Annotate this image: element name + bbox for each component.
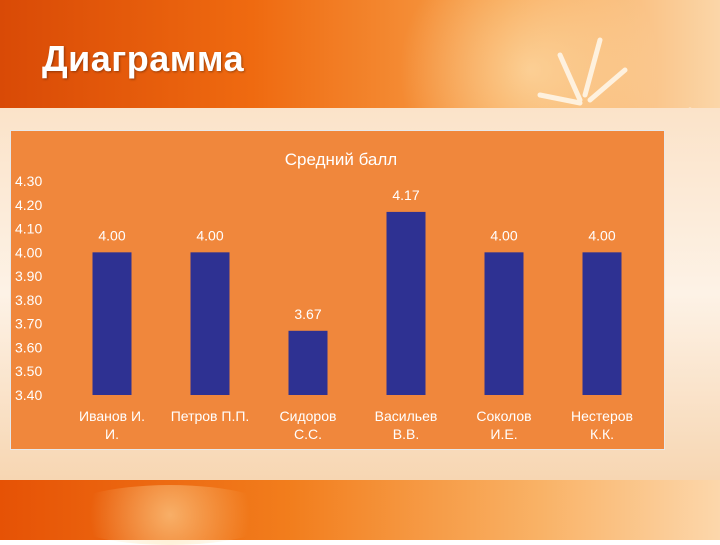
- y-tick-label: 3.40: [15, 387, 42, 403]
- data-label: 4.00: [490, 227, 517, 243]
- y-tick-label: 4.10: [15, 221, 42, 237]
- bar: [582, 252, 622, 395]
- bar: [484, 252, 524, 395]
- x-tick-label: Нестеров: [571, 408, 633, 424]
- data-label: 4.00: [588, 227, 615, 243]
- y-tick-label: 4.30: [15, 173, 42, 189]
- chart-title: Средний балл: [285, 150, 397, 169]
- x-tick-label: Васильев: [375, 408, 438, 424]
- y-tick-label: 3.60: [15, 339, 42, 355]
- y-tick-label: 4.00: [15, 244, 42, 260]
- x-tick-label: И.: [105, 426, 119, 442]
- x-tick-label: Сидоров: [280, 408, 337, 424]
- slide-title: Диаграмма: [42, 38, 245, 79]
- bars: [92, 211, 622, 395]
- bar-chart: Средний балл 4.30 4.20 4.10 4.00 3.90 3.80 3.7…: [15, 150, 633, 442]
- y-tick-label: 4.20: [15, 197, 42, 213]
- y-tick-label: 3.70: [15, 316, 42, 332]
- x-tick-label: В.В.: [393, 426, 419, 442]
- bar: [92, 252, 132, 395]
- data-label: 4.00: [196, 227, 223, 243]
- x-tick-label: К.К.: [590, 426, 614, 442]
- data-label: 4.00: [98, 227, 125, 243]
- y-axis: 4.30 4.20 4.10 4.00 3.90 3.80 3.70 3.60 3.50 3.40: [15, 173, 42, 403]
- y-tick-label: 3.80: [15, 292, 42, 308]
- bar: [288, 330, 328, 395]
- x-tick-label: И.Е.: [490, 426, 517, 442]
- bar: [386, 211, 426, 395]
- y-tick-label: 3.90: [15, 268, 42, 284]
- x-tick-label: Соколов: [476, 408, 531, 424]
- data-labels: 4.00 4.00 3.67 4.17 4.00 4.00: [98, 187, 615, 322]
- x-tick-label: Иванов И.: [79, 408, 145, 424]
- chart-container: Средний балл 4.30 4.20 4.10 4.00 3.90 3.80 3.7…: [10, 130, 665, 450]
- bar: [190, 252, 230, 395]
- data-label: 3.67: [294, 306, 321, 322]
- footer-decoration: [60, 485, 280, 545]
- x-tick-label: Петров П.П.: [171, 408, 250, 424]
- x-tick-label: С.С.: [294, 426, 322, 442]
- y-tick-label: 3.50: [15, 363, 42, 379]
- data-label: 4.17: [392, 187, 419, 203]
- x-axis: Иванов И. И. Петров П.П. Сидоров С.С. Василье…: [79, 408, 633, 442]
